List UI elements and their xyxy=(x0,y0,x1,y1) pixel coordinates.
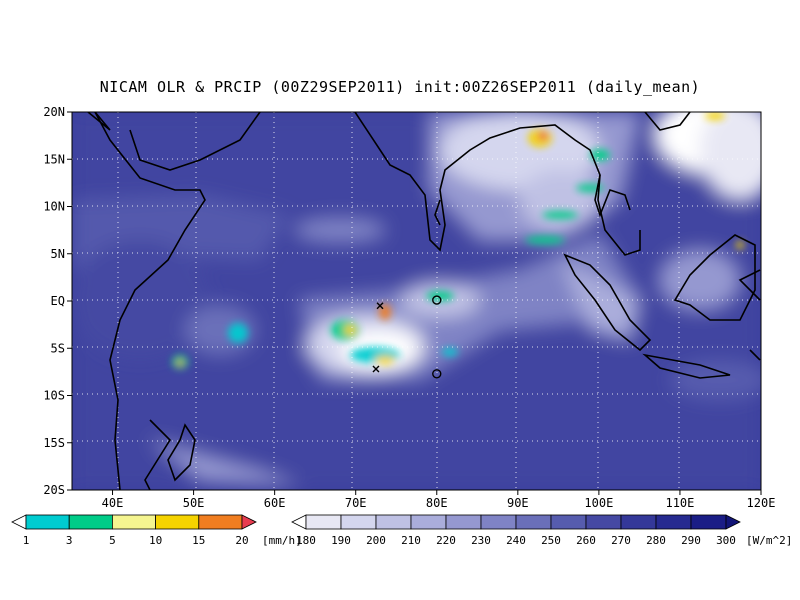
colorbar-label: 180 xyxy=(296,534,316,547)
lat-tick-label: 20S xyxy=(43,483,65,497)
lat-tick-label: 10N xyxy=(43,200,65,214)
precip-colorbar: 1 3 5 10 15 20 [mm/h] xyxy=(11,514,302,547)
colorbar-label: 190 xyxy=(331,534,351,547)
colorbar-label: 210 xyxy=(401,534,421,547)
colorbar-box xyxy=(198,514,243,530)
colorbar-label: 220 xyxy=(436,534,456,547)
lon-tick-label: 40E xyxy=(102,496,124,510)
lon-tick-label: 60E xyxy=(264,496,286,510)
colorbar-label: 1 xyxy=(23,534,30,547)
lat-tick-label: 5S xyxy=(51,341,65,355)
marker-layer xyxy=(372,295,442,379)
colorbar-label: 230 xyxy=(471,534,491,547)
colorbar-label: 260 xyxy=(576,534,596,547)
lat-tick-label: 20N xyxy=(43,105,65,119)
colorbar-label: 10 xyxy=(149,534,162,547)
colorbar-max-arrow xyxy=(241,514,257,530)
colorbar-label: 250 xyxy=(541,534,561,547)
lat-tick-label: 5N xyxy=(51,247,65,261)
colorbar-label: 280 xyxy=(646,534,666,547)
colorbar-label: 240 xyxy=(506,534,526,547)
colorbar-box xyxy=(515,514,552,530)
olr-cloud-field xyxy=(72,112,761,490)
colorbar-label: 3 xyxy=(66,534,73,547)
lat-tick-label: EQ xyxy=(51,294,65,308)
colorbar-box xyxy=(655,514,692,530)
colorbar-box xyxy=(445,514,482,530)
lon-axis: 40E 50E 60E 70E 80E 90E 100E 110E 120E xyxy=(102,490,776,510)
colorbar-label: 200 xyxy=(366,534,386,547)
circle-marker xyxy=(432,295,442,305)
colorbar-label: 15 xyxy=(192,534,205,547)
graticule xyxy=(72,112,761,490)
colorbar-min-arrow xyxy=(291,514,307,530)
colorbar-box xyxy=(155,514,200,530)
colorbar-box xyxy=(375,514,412,530)
lat-tick-label: 15S xyxy=(43,436,65,450)
lon-tick-label: 80E xyxy=(426,496,448,510)
colorbar-max-arrow xyxy=(725,514,741,530)
map-field xyxy=(72,112,761,490)
olr-colorbar: 180 190 200 210 220 230 240 250 260 270 280 290 300 [… xyxy=(291,514,792,547)
colorbar-label: 290 xyxy=(681,534,701,547)
lon-tick-label: 90E xyxy=(507,496,529,510)
colorbar-box xyxy=(585,514,622,530)
colorbar-box xyxy=(305,514,342,530)
colorbar-box xyxy=(68,514,113,530)
lat-tick-label: 15N xyxy=(43,152,65,166)
colorbar-box xyxy=(550,514,587,530)
colorbar-box xyxy=(25,514,70,530)
lat-axis: 20N 15N 10N 5N EQ 5S 10S 15S 20S xyxy=(43,105,72,497)
coastlines xyxy=(87,112,761,490)
colorbar-unit: [mm/h] xyxy=(262,534,302,547)
colorbar-unit: [W/m^2] xyxy=(746,534,792,547)
colorbar-box xyxy=(690,514,727,530)
colorbar-box xyxy=(112,514,157,530)
lon-tick-label: 120E xyxy=(747,496,776,510)
map-title: NICAM OLR & PRCIP (00Z29SEP2011) init:00… xyxy=(99,78,701,96)
x-marker xyxy=(376,302,384,310)
lon-tick-label: 50E xyxy=(183,496,205,510)
x-marker xyxy=(372,365,380,373)
colorbar-box xyxy=(340,514,377,530)
colorbar-label: 270 xyxy=(611,534,631,547)
lat-tick-label: 10S xyxy=(43,389,65,403)
lon-tick-label: 100E xyxy=(584,496,613,510)
lon-tick-label: 110E xyxy=(665,496,694,510)
colorbar-box xyxy=(410,514,447,530)
lon-tick-label: 70E xyxy=(345,496,367,510)
colorbar-box xyxy=(480,514,517,530)
colorbar-box xyxy=(620,514,657,530)
colorbar-label: 300 xyxy=(716,534,736,547)
colorbar-label: 5 xyxy=(109,534,116,547)
colorbar-min-arrow xyxy=(11,514,27,530)
colorbar-label: 20 xyxy=(235,534,248,547)
circle-marker xyxy=(432,369,442,379)
